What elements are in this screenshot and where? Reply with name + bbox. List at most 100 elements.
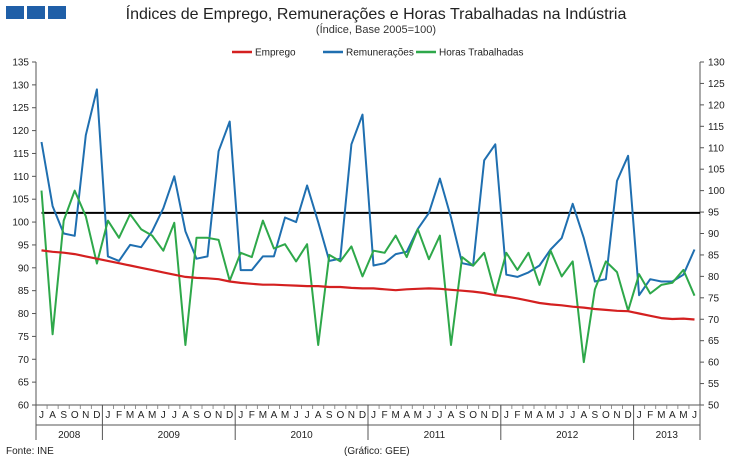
- month-tick-label: F: [514, 410, 520, 421]
- month-tick-label: M: [657, 410, 665, 421]
- month-tick-label: M: [679, 410, 687, 421]
- month-tick-label: F: [647, 410, 653, 421]
- month-tick-label: J: [371, 410, 376, 421]
- chart-subtitle: (Índice, Base 2005=100): [315, 24, 437, 36]
- month-tick-label: A: [403, 410, 410, 421]
- month-tick-label: F: [116, 410, 122, 421]
- right-tick-label: 65: [708, 336, 720, 347]
- right-tick-label: 110: [708, 143, 724, 154]
- left-tick-label: 85: [18, 286, 30, 297]
- right-tick-label: 60: [708, 358, 720, 369]
- month-tick-label: A: [580, 410, 587, 421]
- left-tick-label: 125: [12, 103, 29, 114]
- right-tick-label: 125: [708, 79, 725, 90]
- month-tick-label: D: [93, 410, 100, 421]
- year-label: 2009: [158, 430, 181, 441]
- month-tick-label: D: [492, 410, 499, 421]
- year-label: 2013: [656, 430, 679, 441]
- left-tick-label: 115: [13, 149, 29, 160]
- month-tick-label: A: [271, 410, 278, 421]
- logo-block-1: [6, 6, 24, 19]
- left-tick-label: 130: [12, 80, 29, 91]
- left-tick-label: 135: [12, 58, 29, 69]
- month-tick-label: M: [546, 410, 554, 421]
- month-tick-label: J: [105, 410, 110, 421]
- month-tick-label: S: [60, 410, 67, 421]
- month-tick-label: N: [481, 410, 488, 421]
- right-tick-label: 100: [708, 186, 725, 197]
- month-tick-label: J: [161, 410, 166, 421]
- month-tick-label: A: [315, 410, 322, 421]
- logo-block-3: [48, 6, 66, 19]
- left-tick-label: 110: [13, 172, 29, 183]
- left-tick-label: 120: [12, 126, 29, 137]
- right-tick-label: 70: [708, 315, 720, 326]
- month-tick-label: J: [570, 410, 575, 421]
- month-tick-label: A: [49, 410, 56, 421]
- month-tick-label: S: [592, 410, 599, 421]
- month-tick-label: D: [226, 410, 233, 421]
- month-tick-label: J: [504, 410, 509, 421]
- credit-note: (Gráfico: GEE): [344, 446, 410, 457]
- month-tick-label: S: [193, 410, 200, 421]
- left-tick-label: 75: [18, 332, 30, 343]
- left-tick-label: 80: [18, 309, 30, 320]
- month-tick-label: J: [637, 410, 642, 421]
- month-tick-label: N: [82, 410, 89, 421]
- series-horas-trabalhadas-line: [40, 189, 696, 364]
- month-tick-label: N: [613, 410, 620, 421]
- legend-label-horas-trabalhadas: Horas Trabalhadas: [439, 48, 524, 59]
- left-tick-label: 70: [18, 355, 30, 366]
- month-tick-label: M: [259, 410, 267, 421]
- right-tick-label: 55: [708, 379, 720, 390]
- month-tick-label: A: [669, 410, 676, 421]
- month-tick-label: J: [437, 410, 442, 421]
- left-tick-label: 95: [18, 240, 30, 251]
- month-tick-label: J: [426, 410, 431, 421]
- month-tick-label: A: [182, 410, 189, 421]
- left-tick-label: 90: [18, 263, 30, 274]
- month-tick-label: M: [414, 410, 422, 421]
- month-tick-label: N: [215, 410, 222, 421]
- month-tick-label: N: [348, 410, 355, 421]
- left-tick-label: 105: [12, 195, 29, 206]
- month-tick-label: J: [172, 410, 177, 421]
- month-tick-label: O: [71, 410, 79, 421]
- month-tick-label: S: [326, 410, 333, 421]
- legend-label-remuneracoes: Remunerações: [346, 48, 414, 59]
- right-tick-label: 50: [708, 401, 720, 412]
- right-tick-label: 105: [708, 165, 725, 176]
- year-label: 2010: [290, 430, 313, 441]
- month-tick-label: M: [126, 410, 134, 421]
- left-tick-label: 100: [12, 218, 29, 229]
- month-tick-label: O: [469, 410, 477, 421]
- year-label: 2011: [424, 430, 446, 441]
- chart-title: Índices de Emprego, Remunerações e Horas…: [125, 6, 627, 23]
- month-tick-label: M: [391, 410, 399, 421]
- month-tick-label: A: [448, 410, 455, 421]
- right-tick-label: 120: [708, 100, 725, 111]
- source-note: Fonte: INE: [6, 446, 54, 457]
- logo-block-2: [27, 6, 45, 19]
- month-tick-label: F: [249, 410, 255, 421]
- left-tick-label: 60: [18, 401, 30, 412]
- month-tick-label: M: [281, 410, 289, 421]
- year-label: 2012: [556, 430, 579, 441]
- month-tick-label: A: [138, 410, 145, 421]
- month-tick-label: J: [305, 410, 310, 421]
- month-tick-label: D: [359, 410, 366, 421]
- month-tick-label: J: [238, 410, 243, 421]
- month-tick-label: S: [459, 410, 466, 421]
- month-tick-label: O: [204, 410, 212, 421]
- month-tick-label: M: [148, 410, 156, 421]
- right-tick-label: 115: [708, 122, 724, 133]
- month-tick-label: D: [624, 410, 631, 421]
- right-tick-label: 90: [708, 229, 720, 240]
- left-tick-label: 65: [18, 378, 30, 389]
- right-tick-label: 80: [708, 272, 720, 283]
- month-tick-label: J: [692, 410, 697, 421]
- right-tick-label: 75: [708, 293, 720, 304]
- right-tick-label: 85: [708, 250, 720, 261]
- month-tick-label: O: [336, 410, 344, 421]
